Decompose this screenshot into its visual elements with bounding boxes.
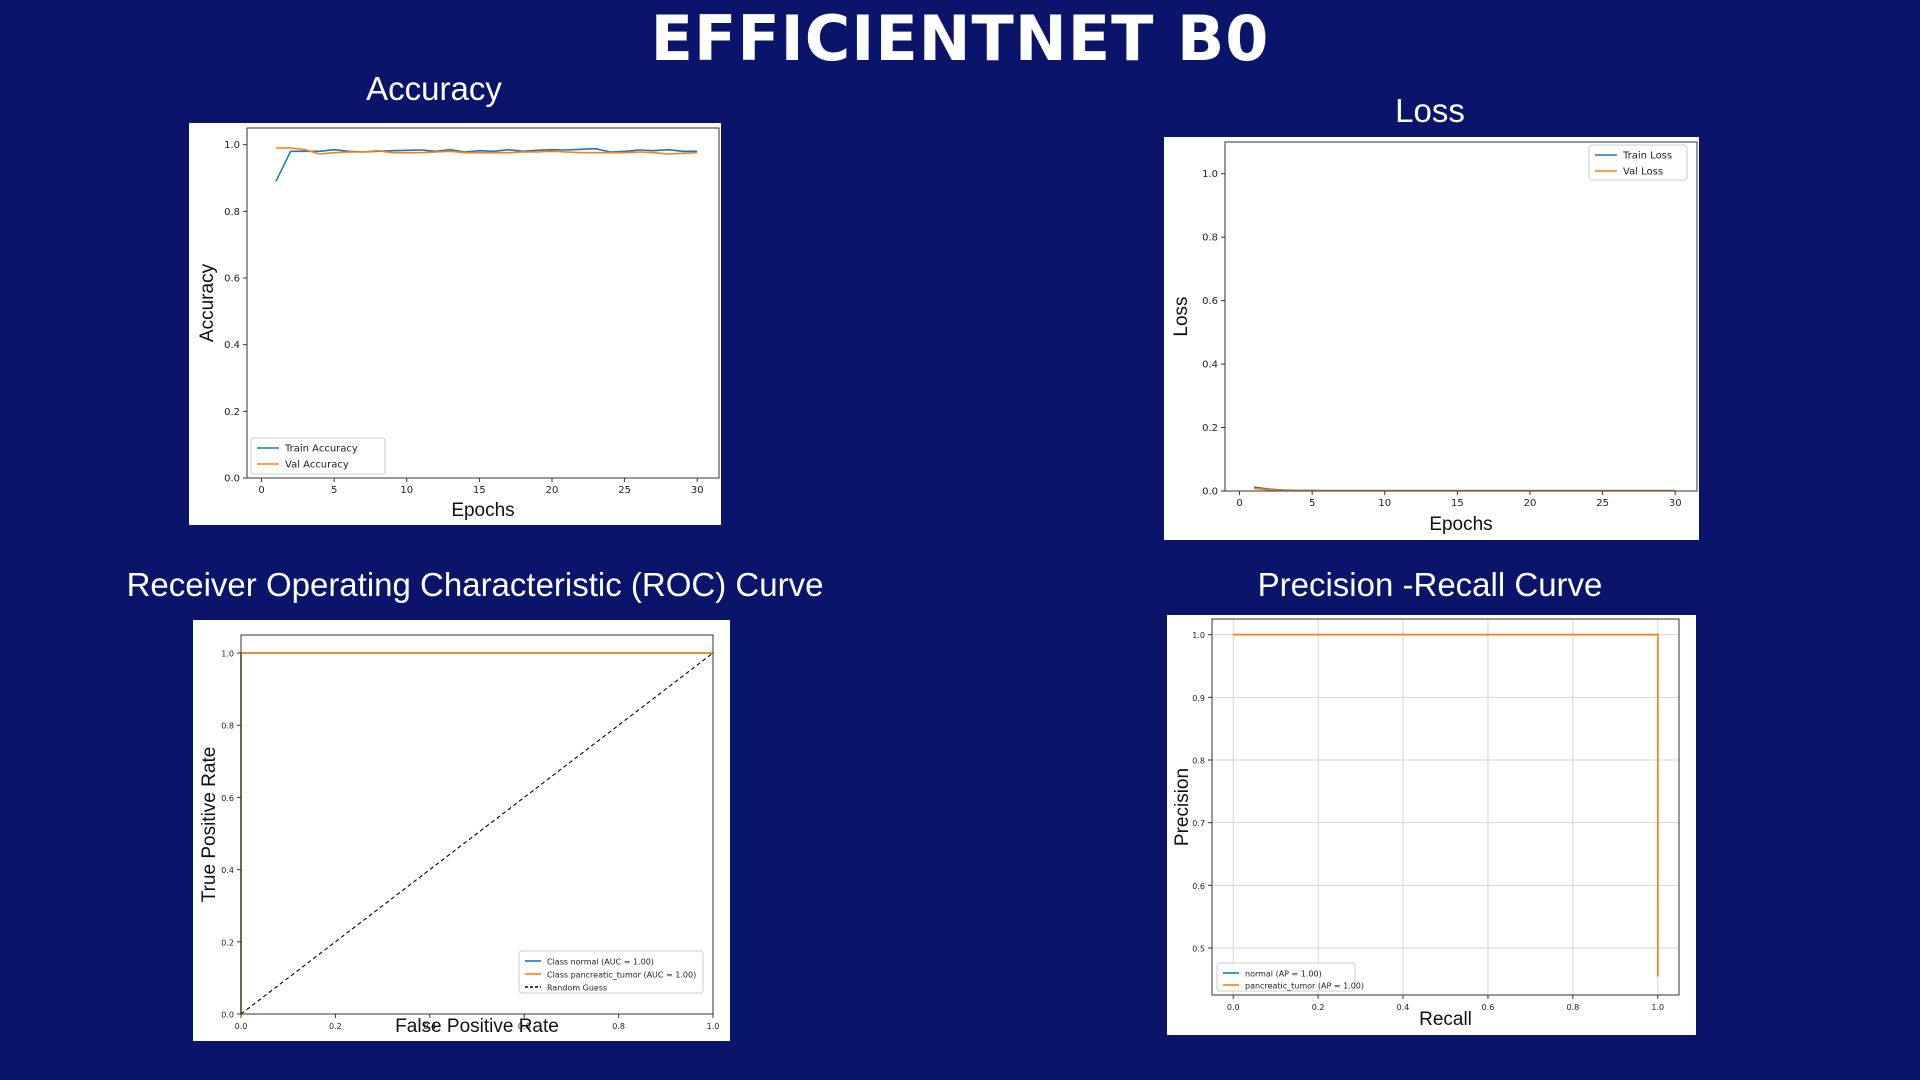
loss-plot-card: 0 5 10 15 20 25 30 0.0 0.2 0.4 0.6 0.8 1.0 Epochs Loss… <box>1164 137 1699 540</box>
x-tick-label: 0.4 <box>1397 1003 1410 1012</box>
y-tick-label: 0.8 <box>1192 757 1205 766</box>
y-tick-label: 0.0 <box>1202 487 1218 498</box>
loss-x-axis-label: Epochs <box>1429 514 1492 535</box>
y-tick-label: 0.2 <box>1202 423 1218 434</box>
loss-chart: 0 5 10 15 20 25 30 0.0 0.2 0.4 0.6 0.8 1.0 Epochs Loss… <box>1171 141 1698 535</box>
pr-axes-frame <box>1211 618 1680 996</box>
pr-section-title: Precision -Recall Curve <box>1257 566 1603 603</box>
y-tick-label: 0.5 <box>1192 945 1205 954</box>
accuracy-y-axis-label: Accuracy <box>197 263 218 342</box>
accuracy-axes-frame <box>246 127 720 479</box>
x-tick-label: 0 <box>258 485 264 496</box>
roc-chart: 0.0 0.2 0.4 0.6 0.8 1.0 0.0 0.2 0.4 0.6 0.8 1.0 Fals… <box>199 634 720 1037</box>
legend-box <box>250 437 386 475</box>
x-tick-label: 30 <box>1669 498 1682 509</box>
y-tick-label: 1.0 <box>1192 631 1205 640</box>
y-tick-label: 0.8 <box>224 207 240 218</box>
x-tick-label: 30 <box>691 485 704 496</box>
x-tick-label: 15 <box>473 485 486 496</box>
y-tick-label: 0.6 <box>1192 882 1205 891</box>
y-tick-label: 0.0 <box>224 474 240 485</box>
x-tick-label: 0.0 <box>1227 1003 1240 1012</box>
x-tick-label: 1.0 <box>707 1022 720 1031</box>
legend-label: Class pancreatic_tumor (AUC = 1.00) <box>547 971 696 980</box>
roc-section-title: Receiver Operating Characteristic (ROC) … <box>126 566 824 603</box>
legend-label: Class normal (AUC = 1.00) <box>547 958 654 967</box>
legend-label: Val Accuracy <box>285 460 349 471</box>
loss-axes-frame <box>1224 141 1698 492</box>
pr-legend: normal (AP = 1.00) pancreatic_tumor (AP =… <box>1216 962 1364 992</box>
x-tick-label: 10 <box>400 485 413 496</box>
accuracy-plot-card: 0 5 10 15 20 25 30 0.0 0.2 0.4 0.6 0.8 1.0 Epochs Accu… <box>189 123 721 525</box>
pr-x-axis-label: Recall <box>1419 1009 1472 1030</box>
x-tick-label: 15 <box>1451 498 1464 509</box>
y-tick-label: 0.6 <box>1202 296 1218 307</box>
x-tick-label: 5 <box>331 485 337 496</box>
legend-box <box>518 950 704 994</box>
pr-y-axis-label: Precision <box>1172 768 1193 846</box>
y-tick-label: 1.0 <box>1202 169 1218 180</box>
legend-label: Train Accuracy <box>284 444 358 455</box>
accuracy-series-line-1 <box>276 147 698 155</box>
x-tick-label: 10 <box>1378 498 1391 509</box>
legend-label: Random Guess <box>547 984 607 993</box>
accuracy-x-axis-label: Epochs <box>451 500 514 521</box>
x-tick-label: 0 <box>1236 498 1242 509</box>
legend-label: Val Loss <box>1623 167 1663 178</box>
x-tick-label: 5 <box>1309 498 1315 509</box>
roc-axes-frame <box>240 634 714 1015</box>
legend-label: normal (AP = 1.00) <box>1245 970 1322 979</box>
x-tick-label: 25 <box>1596 498 1609 509</box>
legend-label: pancreatic_tumor (AP = 1.00) <box>1245 982 1364 991</box>
x-tick-label: 0.2 <box>1312 1003 1325 1012</box>
y-tick-label: 1.0 <box>221 650 234 659</box>
loss-legend: Train Loss Val Loss <box>1588 144 1688 181</box>
roc-legend: Class normal (AUC = 1.00) Class pancreati… <box>518 950 704 994</box>
y-tick-label: 0.4 <box>224 340 240 351</box>
roc-y-axis-label: True Positive Rate <box>199 747 220 903</box>
accuracy-series-line-0 <box>275 147 698 182</box>
y-tick-label: 0.2 <box>224 407 240 418</box>
y-tick-label: 0.6 <box>224 274 240 285</box>
pr-series-line-0 <box>1233 633 1659 977</box>
y-tick-label: 0.6 <box>221 794 234 803</box>
legend-label: Train Loss <box>1622 151 1672 162</box>
roc-x-axis-label: False Positive Rate <box>395 1016 559 1037</box>
x-tick-label: 20 <box>546 485 559 496</box>
x-tick-label: 0.6 <box>518 1022 531 1031</box>
accuracy-chart: 0 5 10 15 20 25 30 0.0 0.2 0.4 0.6 0.8 1.0 Epochs Accu… <box>197 127 720 521</box>
y-tick-label: 0.7 <box>1192 819 1205 828</box>
x-tick-label: 0.0 <box>235 1022 248 1031</box>
loss-series-line-1 <box>1253 487 1676 492</box>
x-tick-label: 1.0 <box>1651 1003 1664 1012</box>
y-tick-label: 0.8 <box>1202 233 1218 244</box>
x-tick-label: 0.2 <box>329 1022 342 1031</box>
roc-plot-card: 0.0 0.2 0.4 0.6 0.8 1.0 0.0 0.2 0.4 0.6 0.8 1.0 Fals… <box>193 620 730 1041</box>
y-tick-label: 0.8 <box>221 722 234 731</box>
y-tick-label: 0.0 <box>221 1011 234 1020</box>
page-title: EFFICIENTNET B0 <box>650 2 1270 75</box>
x-tick-label: 0.4 <box>423 1022 436 1031</box>
y-tick-label: 0.4 <box>221 866 234 875</box>
y-tick-label: 0.9 <box>1192 694 1205 703</box>
legend-box <box>1216 962 1356 992</box>
x-tick-label: 0.8 <box>612 1022 625 1031</box>
x-tick-label: 25 <box>618 485 631 496</box>
y-tick-label: 0.4 <box>1202 360 1218 371</box>
x-tick-label: 0.8 <box>1566 1003 1579 1012</box>
loss-section-title: Loss <box>1395 92 1465 129</box>
x-tick-label: 20 <box>1524 498 1537 509</box>
roc-series-line-2 <box>240 652 714 1015</box>
y-tick-label: 1.0 <box>224 140 240 151</box>
loss-y-axis-label: Loss <box>1171 296 1192 336</box>
pr-plot-card: 0.0 0.2 0.4 0.6 0.8 1.0 0.5 0.6 0.7 0.8 0.9 1.0 Reca… <box>1167 615 1696 1035</box>
accuracy-legend: Train Accuracy Val Accuracy <box>250 437 386 475</box>
pr-series-line-1 <box>1233 633 1659 977</box>
x-tick-label: 0.6 <box>1482 1003 1495 1012</box>
accuracy-section-title: Accuracy <box>366 70 502 107</box>
y-tick-label: 0.2 <box>221 938 234 947</box>
pr-chart: 0.0 0.2 0.4 0.6 0.8 1.0 0.5 0.6 0.7 0.8 0.9 1.0 Reca… <box>1172 618 1680 1030</box>
